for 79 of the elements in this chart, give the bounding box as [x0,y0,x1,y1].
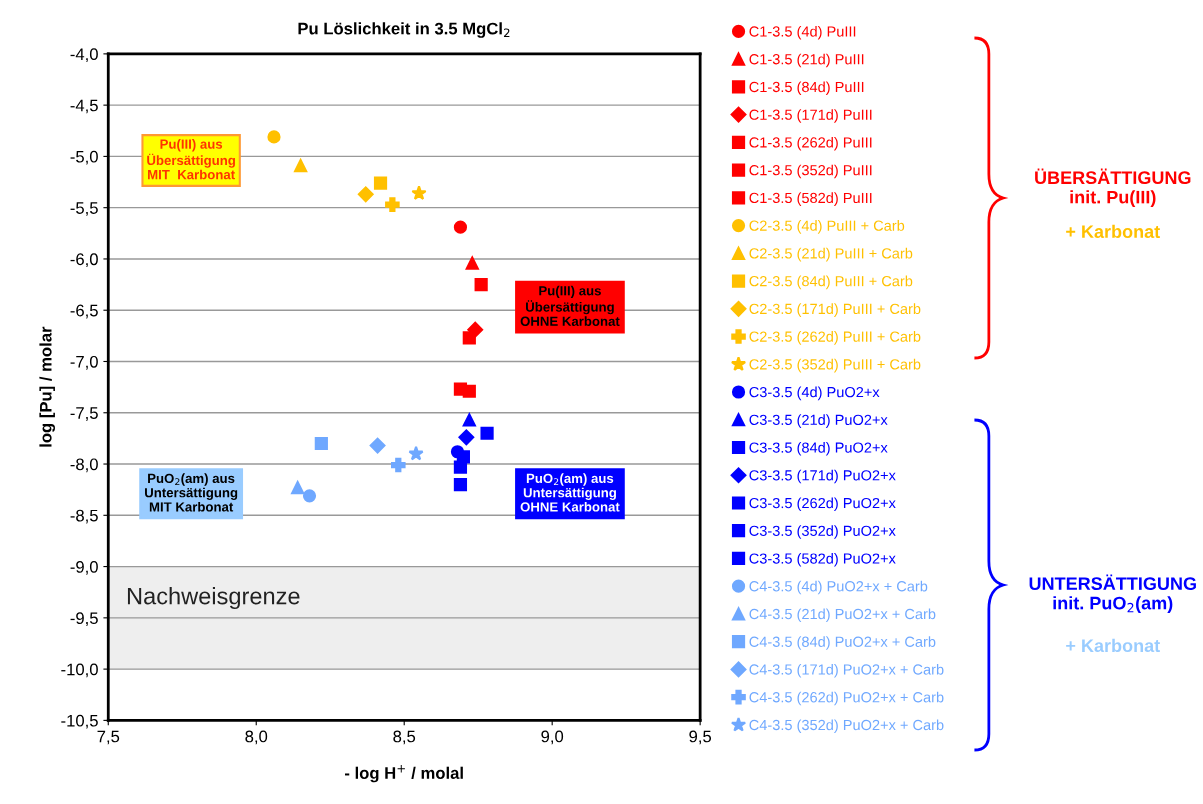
text: + Karbonat [1066,224,1160,239]
point [302,489,317,503]
text: UNTERSÄTTIGUNG init. PuO$_{2}$(am) [1029,574,1196,614]
x-tick-label: 9,0 [541,730,564,745]
y-tick-label: -9,5 [70,612,98,627]
point [294,159,308,173]
point [408,445,424,461]
point [291,481,305,495]
legend-label: C1-3.5 (84d) PuIII [749,81,864,95]
point [267,130,281,144]
point [462,384,476,398]
legend-label: C4-3.5 (84d) PuO2+x + Carb [749,636,936,650]
y-tick-label: -7,5 [70,407,98,421]
legend-label: C3-3.5 (21d) PuO2+x [749,414,888,428]
legend-label: C2-3.5 (21d) PuIII + Carb [749,247,913,262]
legend-label: C3-3.5 (4d) PuO2+x [749,386,880,401]
point [314,436,328,451]
legend-label: C3-3.5 (262d) PuO2+x [749,497,896,512]
legend-label: C4-3.5 (171d) PuO2+x + Carb [749,663,944,678]
point [474,277,488,292]
legend-label: C2-3.5 (171d) PuIII + Carb [749,303,921,317]
y-tick-label: -7,0 [70,355,98,370]
legend-label: C4-3.5 (21d) PuO2+x + Carb [749,608,936,623]
y-tick-label: -10,5 [61,714,98,729]
x-tick-label: 8,0 [245,730,268,745]
legend-label: C2-3.5 (262d) PuIII + Carb [749,331,921,345]
text: ÜBERSÄTTIGUNG init. Pu(III) [1035,168,1191,208]
legend-label: C1-3.5 (262d) PuIII [749,136,872,151]
x-tick-label: 9,5 [689,730,712,745]
y-tick-label: -8,5 [70,509,98,524]
point [391,457,406,473]
chart-title: Pu Löslichkeit in 3.5 MgCl$_{2}$ [298,22,510,38]
legend-label: C3-3.5 (171d) PuO2+x [749,469,896,484]
legend-label: C1-3.5 (352d) PuIII [749,164,872,179]
annotation: Pu(III) aus Übersättigung OHNE Karbonat [520,285,620,326]
legend-label: C4-3.5 (262d) PuO2+x + Carb [749,691,944,706]
point [462,331,476,345]
y-tick-label: -4,5 [70,99,98,114]
x-axis-title: - log H$^{+}$ / molal [345,765,463,783]
y-axis-title: log [Pu] / molar [39,326,56,447]
point [453,220,468,234]
point [480,426,494,440]
y-tick-label: -10,0 [61,663,98,678]
legend-label: C1-3.5 (21d) PuIII [749,53,864,68]
legend-label: C1-3.5 (582d) PuIII [749,192,872,206]
legend-label: C4-3.5 (4d) PuO2+x + Carb [749,580,928,595]
y-tick-label: -5,0 [70,150,98,165]
legend-label: C2-3.5 (84d) PuIII + Carb [749,275,913,290]
annotation: Pu(III) aus Übersättigung MIT Karbonat [147,139,235,180]
annotation: PuO$_{2}$(am) aus Untersättigung MIT Karbonat [145,473,238,512]
legend-label: C2-3.5 (4d) PuIII + Carb [749,220,905,234]
point [453,477,468,492]
annotation: PuO$_{2}$(am) aus Untersättigung OHNE Karbonat [520,473,620,512]
band-label: Nachweisgrenze [127,587,300,610]
x-tick-label: 8,5 [393,730,416,745]
y-tick-label: -4,0 [70,48,98,63]
legend-label: C3-3.5 (84d) PuO2+x [749,442,888,456]
y-tick-label: -5,5 [70,202,98,216]
legend-label: C1-3.5 (4d) PuIII [749,25,856,40]
point [465,256,479,270]
y-tick-label: -6,0 [70,253,98,268]
y-tick-label: -6,5 [70,304,98,319]
y-tick-label: -9,0 [70,560,98,575]
legend-label: C1-3.5 (171d) PuIII [749,109,872,123]
point [373,176,388,190]
point [357,186,374,203]
point [458,429,475,446]
legend-label: C2-3.5 (352d) PuIII + Carb [749,358,921,373]
point [369,437,386,454]
point [453,460,468,474]
x-tick-label: 7,5 [97,730,120,745]
legend-label: C3-3.5 (352d) PuO2+x [749,525,896,539]
point [385,197,400,212]
text: + Karbonat [1066,638,1160,653]
point [462,413,476,427]
y-tick-label: -8,0 [70,458,98,473]
legend-label: C3-3.5 (582d) PuO2+x [749,553,896,567]
legend-label: C4-3.5 (352d) PuO2+x + Carb [749,719,944,734]
point [411,185,427,200]
